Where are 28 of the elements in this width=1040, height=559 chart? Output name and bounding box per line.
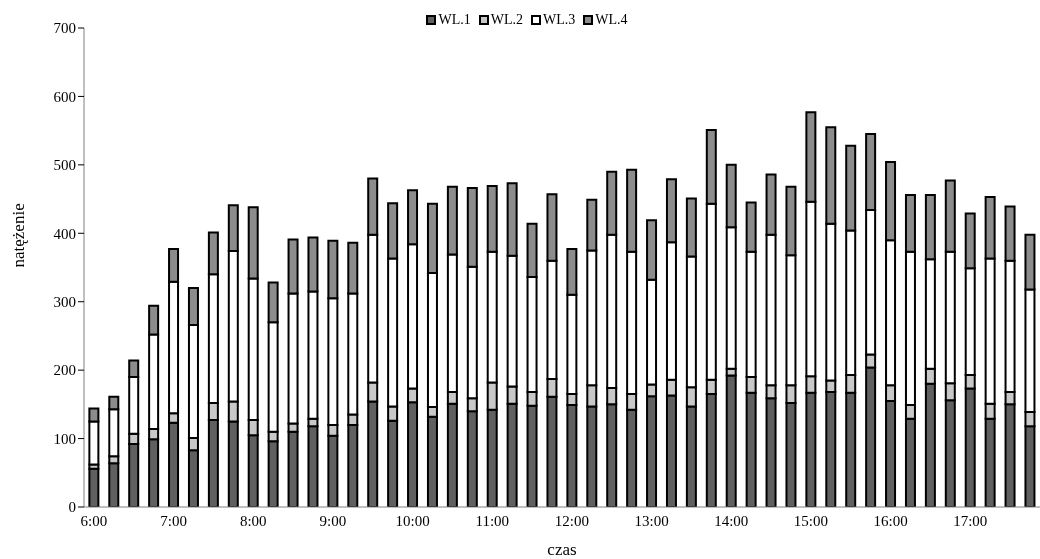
x-tick-label: 16:00 <box>873 512 908 529</box>
legend-label: WL.3 <box>543 12 576 28</box>
y-tick-label: 400 <box>53 225 76 242</box>
x-tick-label: 10:00 <box>395 512 430 529</box>
y-tick-label: 700 <box>53 20 76 37</box>
bar <box>725 374 737 507</box>
y-tick-label: 500 <box>53 157 76 174</box>
x-tick-label: 8:00 <box>239 512 267 529</box>
y-tick-label: 300 <box>53 294 76 311</box>
legend-label: WL.4 <box>595 12 628 28</box>
x-tick-label: 14:00 <box>714 512 749 529</box>
y-tick-label: 0 <box>68 499 76 516</box>
legend-label: WL.1 <box>438 12 471 28</box>
y-tick-label: 200 <box>53 362 76 379</box>
x-tick-label: 9:00 <box>319 512 347 529</box>
y-axis-title: natężenie <box>9 203 29 268</box>
x-tick-label: 13:00 <box>634 512 669 529</box>
x-axis-title: czas <box>547 540 577 559</box>
y-tick-label: 100 <box>53 430 76 447</box>
x-tick-label: 12:00 <box>554 512 590 529</box>
y-tick-label: 600 <box>53 88 76 105</box>
x-tick-label: 7:00 <box>160 512 187 529</box>
x-tick-label: 11:00 <box>475 512 510 529</box>
legend-label: WL.2 <box>490 12 523 28</box>
bar <box>88 467 100 507</box>
x-tick-label: 17:00 <box>953 512 988 529</box>
x-tick-label: 6:00 <box>80 512 108 529</box>
x-tick-label: 15:00 <box>793 512 829 529</box>
